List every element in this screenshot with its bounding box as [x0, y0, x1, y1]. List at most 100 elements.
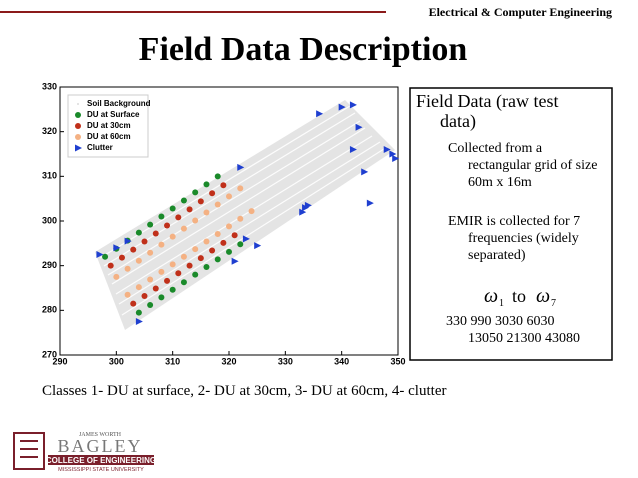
omega: ω [484, 285, 498, 307]
caption: Classes 1- DU at surface, 2- DU at 30cm,… [42, 383, 446, 399]
dot-marker [169, 233, 176, 240]
y-tick-label: 280 [42, 305, 57, 315]
box-bullet: Collected from a [448, 141, 543, 156]
clutter-marker [242, 235, 250, 243]
clutter-marker [361, 168, 369, 176]
legend-label: DU at Surface [87, 110, 140, 119]
dot-marker [147, 301, 154, 308]
omega-subscript: 1 [499, 298, 504, 309]
dot-marker [220, 182, 227, 189]
clutter-marker [383, 146, 391, 154]
x-tick-label: 320 [221, 356, 236, 366]
dot-marker [169, 261, 176, 268]
dot-marker [231, 232, 238, 239]
box-bullet: separated) [468, 248, 526, 263]
clutter-marker [316, 110, 324, 118]
clutter-marker [304, 201, 312, 209]
dot-marker [169, 205, 176, 212]
x-tick-label: 310 [165, 356, 180, 366]
clutter-marker [349, 146, 357, 154]
dot-marker [237, 185, 244, 192]
clutter-marker [349, 101, 357, 109]
logo-band [48, 455, 154, 465]
clutter-marker [366, 199, 374, 207]
dot-marker [141, 293, 148, 300]
x-tick-label: 330 [278, 356, 293, 366]
y-tick-label: 330 [42, 81, 57, 91]
omega-to: to [512, 286, 526, 306]
dot-marker [175, 270, 182, 277]
y-tick-label: 290 [42, 260, 57, 270]
frequencies: 13050 21300 43080 [468, 331, 580, 346]
dot-marker [237, 215, 244, 222]
chart: 290 300 310 320 330 340 350 270 280 290 300 310 320 3… [42, 81, 406, 366]
box-bullet: frequencies (widely [468, 231, 579, 246]
dot-marker [175, 214, 182, 221]
dot-marker [197, 255, 204, 262]
box-bullet: rectangular grid of size [468, 158, 597, 173]
logo-top: JAMES WORTH [79, 432, 122, 438]
y-tick-label: 320 [42, 126, 57, 136]
dot-marker [158, 241, 165, 248]
dot-marker [203, 238, 210, 245]
legend-marker [75, 123, 81, 129]
clutter-marker [392, 154, 400, 162]
dot-marker [180, 279, 187, 286]
omega-subscript: 7 [551, 298, 556, 309]
text-box [409, 87, 613, 361]
dot-marker [192, 246, 199, 253]
header-department: Electrical & Computer Engineering [429, 5, 612, 19]
box-heading: data) [440, 111, 476, 132]
dot-marker [113, 273, 120, 280]
clutter-marker [355, 123, 363, 131]
logo-university: MISSISSIPPI STATE UNIVERSITY [58, 467, 144, 473]
dot-marker [169, 286, 176, 293]
legend-marker [75, 134, 81, 140]
dot-marker [130, 300, 137, 307]
dot-marker [152, 285, 159, 292]
legend-marker [77, 103, 79, 105]
logo-college: COLLEGE OF ENGINEERING [46, 456, 156, 465]
box-heading: Field Data (raw test [416, 91, 558, 112]
dot-marker [152, 230, 159, 237]
y-tick-label: 270 [42, 349, 57, 359]
logo-name: BAGLEY [58, 436, 143, 456]
dot-marker [147, 276, 154, 283]
legend-label: Clutter [87, 143, 113, 152]
dot-marker [214, 230, 221, 237]
legend-label: Soil Background [87, 99, 151, 108]
omega: ω [536, 285, 550, 307]
clutter-marker [254, 242, 262, 250]
clutter-marker [237, 163, 245, 171]
dot-marker [214, 201, 221, 208]
dot-marker [186, 206, 193, 213]
dot-marker [118, 254, 125, 261]
dot-marker [226, 223, 232, 230]
dot-marker [124, 265, 131, 272]
dot-marker [203, 209, 210, 216]
dot-marker [226, 193, 232, 200]
logo: JAMES WORTH BAGLEY COLLEGE OF ENGINEERIN… [13, 432, 156, 473]
dot-marker [135, 229, 142, 236]
x-tick-label: 340 [334, 356, 349, 366]
legend-label: DU at 30cm [87, 121, 131, 130]
legend-box [67, 94, 149, 158]
dot-marker [248, 208, 255, 215]
y-tick-label: 300 [42, 215, 57, 225]
dot-marker [141, 238, 148, 245]
clutter-marker [338, 103, 346, 111]
x-tick-label: 300 [109, 356, 124, 366]
dot-marker [158, 294, 165, 301]
dot-marker [124, 291, 131, 298]
dot-marker [214, 256, 221, 263]
dot-marker [192, 189, 199, 196]
dot-marker [180, 197, 187, 204]
dot-marker [209, 247, 216, 254]
slide-title: Field Data Description [139, 31, 468, 68]
clutter-marker [113, 244, 121, 252]
dot-marker [237, 241, 244, 248]
clutter-marker [231, 257, 239, 265]
clutter-marker [299, 208, 307, 216]
